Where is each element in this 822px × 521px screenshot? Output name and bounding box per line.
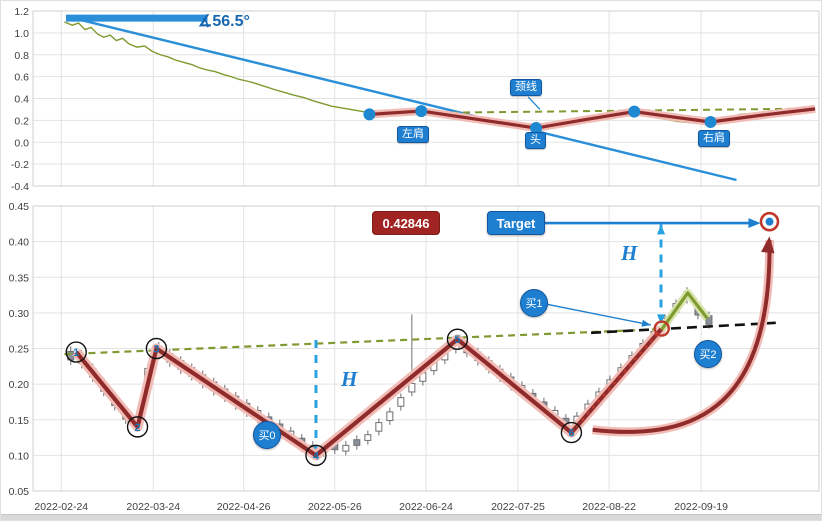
svg-text:0.0: 0.0 xyxy=(14,137,29,149)
svg-text:-0.4: -0.4 xyxy=(11,181,29,193)
neckline-tag[interactable]: 颈线 xyxy=(510,79,542,96)
svg-text:2022-02-24: 2022-02-24 xyxy=(34,501,88,513)
svg-text:2022-04-26: 2022-04-26 xyxy=(217,501,271,513)
svg-text:2: 2 xyxy=(134,422,140,434)
svg-text:0.25: 0.25 xyxy=(9,344,30,356)
svg-text:0.35: 0.35 xyxy=(9,272,30,284)
target-button[interactable]: Target xyxy=(487,211,545,235)
svg-text:3: 3 xyxy=(153,344,159,356)
svg-text:1.0: 1.0 xyxy=(14,28,29,40)
svg-text:6: 6 xyxy=(568,428,574,440)
svg-text:2022-07-25: 2022-07-25 xyxy=(491,501,545,513)
height-label-upper: H xyxy=(621,241,638,265)
svg-text:1.2: 1.2 xyxy=(14,6,29,18)
svg-text:2022-09-19: 2022-09-19 xyxy=(674,501,728,513)
svg-text:2022-05-26: 2022-05-26 xyxy=(308,501,362,513)
svg-text:0.40: 0.40 xyxy=(9,237,30,249)
buy2-marker[interactable]: 买2 xyxy=(694,340,722,368)
svg-text:0.05: 0.05 xyxy=(9,486,30,498)
target-value-badge: 0.42846 xyxy=(372,211,440,235)
right-shoulder-tag[interactable]: 右肩 xyxy=(698,130,730,147)
head-tag[interactable]: 头 xyxy=(525,132,546,149)
buy0-marker[interactable]: 买0 xyxy=(253,421,281,449)
svg-text:2022-03-24: 2022-03-24 xyxy=(126,501,180,513)
horizontal-scrollbar[interactable] xyxy=(1,514,821,520)
svg-text:2022-08-22: 2022-08-22 xyxy=(582,501,636,513)
svg-text:0.6: 0.6 xyxy=(14,72,29,84)
svg-text:0.15: 0.15 xyxy=(9,415,30,427)
buy1-marker[interactable]: 买1 xyxy=(520,289,548,317)
svg-text:2022-06-24: 2022-06-24 xyxy=(399,501,453,513)
svg-text:5: 5 xyxy=(454,334,460,346)
svg-text:0.45: 0.45 xyxy=(9,201,30,213)
svg-text:1: 1 xyxy=(73,347,79,359)
angle-label: ∡56.5° xyxy=(198,13,250,30)
height-label-lower: H xyxy=(341,367,358,391)
svg-text:0.10: 0.10 xyxy=(9,450,30,462)
left-shoulder-tag[interactable]: 左肩 xyxy=(397,126,429,143)
svg-text:0.20: 0.20 xyxy=(9,379,30,391)
svg-text:0.8: 0.8 xyxy=(14,50,29,62)
svg-text:-0.2: -0.2 xyxy=(11,159,29,171)
svg-text:0.2: 0.2 xyxy=(14,115,29,127)
svg-text:0.30: 0.30 xyxy=(9,308,30,320)
svg-text:4: 4 xyxy=(313,450,320,462)
svg-text:0.4: 0.4 xyxy=(14,94,29,106)
